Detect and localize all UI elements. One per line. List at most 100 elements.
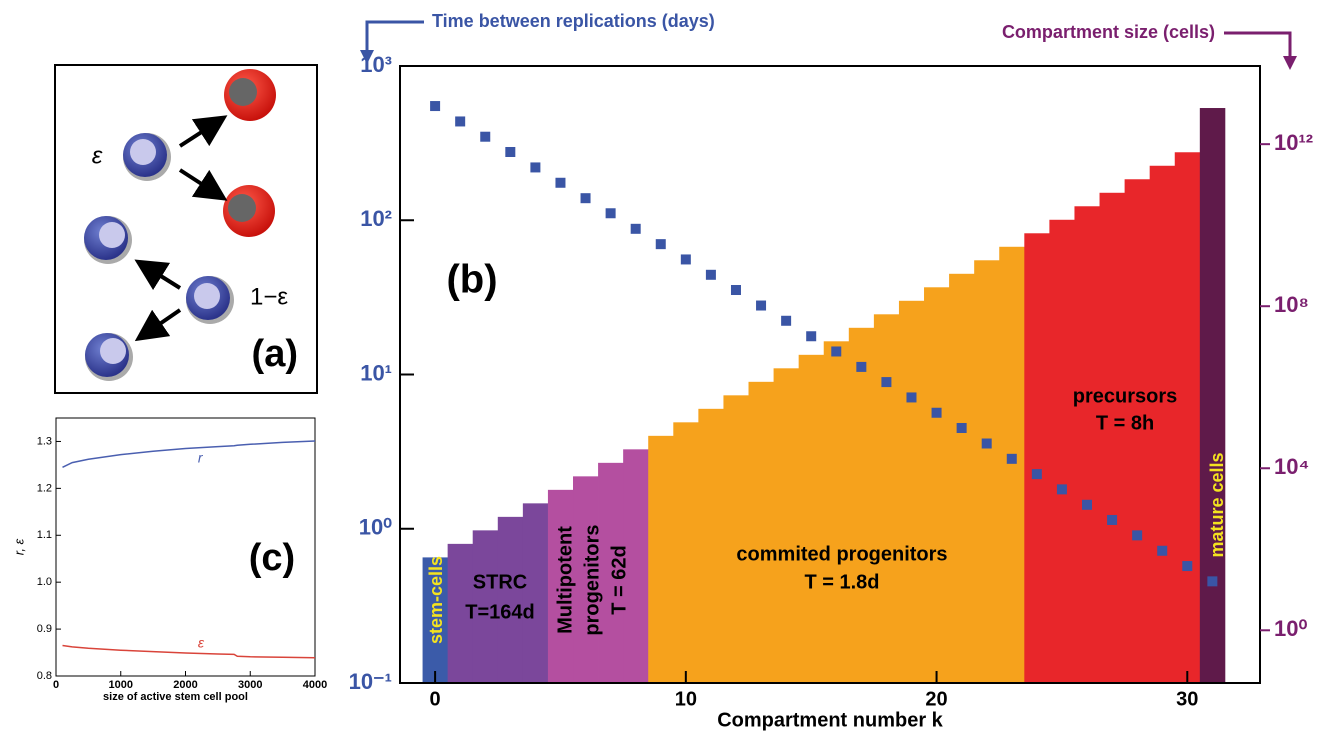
y2-axis-arrowhead: [1283, 56, 1297, 70]
x-tick-label: 0: [430, 688, 441, 710]
point: [906, 392, 917, 403]
point: [1081, 499, 1092, 510]
y-axis-arrow: [365, 20, 424, 52]
region-label: T = 1.8d: [804, 571, 879, 593]
bar: [949, 273, 975, 683]
bar: [497, 516, 524, 683]
bar: [773, 368, 800, 683]
bar: [999, 246, 1025, 683]
series-label: r: [198, 449, 204, 465]
point: [806, 331, 817, 342]
bar: [974, 260, 1000, 683]
bar: [447, 543, 474, 683]
point: [580, 193, 591, 204]
plot-frame: [55, 417, 316, 677]
bar: [798, 354, 825, 683]
point: [430, 101, 441, 112]
region-label: progenitors: [581, 524, 603, 635]
y2-axis-arrow: [1224, 31, 1292, 58]
point: [680, 254, 691, 265]
point: [856, 361, 867, 372]
bar: [898, 300, 925, 683]
bar: [648, 435, 674, 683]
point: [831, 346, 842, 357]
bar: [1124, 179, 1151, 683]
y-tick-label: 10²: [360, 206, 392, 231]
y2-tick-label: 10¹²: [1274, 130, 1313, 155]
point: [881, 377, 892, 388]
bar: [1074, 206, 1100, 684]
region-label: T = 62d: [608, 545, 630, 614]
point: [1107, 514, 1118, 525]
y-tick-label: 0.8: [37, 670, 52, 682]
bar: [823, 341, 850, 683]
bar: [924, 287, 950, 683]
y-tick-label: 0.9: [37, 623, 52, 635]
y2-tick-label: 10⁰: [1274, 616, 1307, 641]
bar: [848, 327, 875, 683]
x-tick-label: 4000: [303, 679, 327, 691]
point: [931, 407, 942, 418]
point: [1056, 484, 1067, 495]
x-axis-title: size of active stem cell pool: [103, 691, 248, 703]
x-tick-label: 2000: [173, 679, 197, 691]
bar: [623, 449, 649, 683]
region-label: mature cells: [1207, 452, 1227, 557]
y2-tick-label: 10⁸: [1274, 292, 1309, 317]
point: [705, 269, 716, 280]
bar: [723, 395, 749, 683]
x-tick-label: 30: [1176, 688, 1198, 710]
x-tick-label: 0: [53, 679, 59, 691]
panel-label: (c): [249, 537, 295, 579]
bar: [1049, 219, 1075, 683]
region-label: Multipotent: [554, 526, 576, 634]
bar: [673, 422, 699, 683]
point: [655, 239, 666, 250]
panel-label: (a): [252, 333, 298, 375]
point: [1006, 453, 1017, 464]
bar: [573, 476, 599, 683]
one-minus-epsilon-label: 1−ε: [250, 283, 288, 310]
y-tick-label: 10¹: [360, 360, 392, 385]
y-tick-label: 1.0: [37, 576, 52, 588]
y-axis-arrowhead: [360, 50, 374, 64]
y2-axis-title: Compartment size (cells): [1002, 22, 1215, 42]
bar: [522, 503, 549, 683]
bar: [1174, 152, 1201, 683]
y-axis-title: r, ε: [11, 538, 26, 555]
point: [630, 223, 641, 234]
series-line: [62, 644, 316, 659]
y-tick-label: 1.2: [37, 482, 52, 494]
region-label: precursors: [1073, 385, 1178, 407]
y2-tick-label: 10⁴: [1274, 454, 1309, 479]
series-line: [62, 440, 316, 468]
x-tick-label: 20: [925, 688, 947, 710]
x-tick-label: 10: [675, 688, 697, 710]
point: [956, 422, 967, 433]
region-label: commited progenitors: [736, 543, 947, 565]
x-tick-label: 3000: [238, 679, 262, 691]
y-tick-label: 1.1: [37, 529, 52, 541]
y-tick-label: 10⁻¹: [349, 669, 392, 694]
bar: [1024, 233, 1050, 683]
series-label: ε: [198, 635, 205, 651]
point: [1157, 545, 1168, 556]
region-label: STRC: [473, 571, 527, 593]
point: [1207, 576, 1218, 587]
x-axis-title: Compartment number k: [717, 709, 943, 731]
x-tick-label: 1000: [109, 679, 133, 691]
point: [1031, 469, 1042, 480]
point: [1132, 530, 1143, 541]
cells: [84, 69, 276, 381]
bar: [472, 530, 499, 683]
region-label: T = 8h: [1096, 412, 1154, 434]
bar: [1199, 108, 1226, 683]
bar: [598, 462, 624, 683]
bar: [547, 489, 574, 683]
panel-label: (b): [446, 258, 497, 302]
y-tick-label: 1.3: [37, 435, 52, 447]
bar: [1149, 165, 1176, 683]
point: [530, 162, 541, 173]
point: [730, 285, 741, 296]
